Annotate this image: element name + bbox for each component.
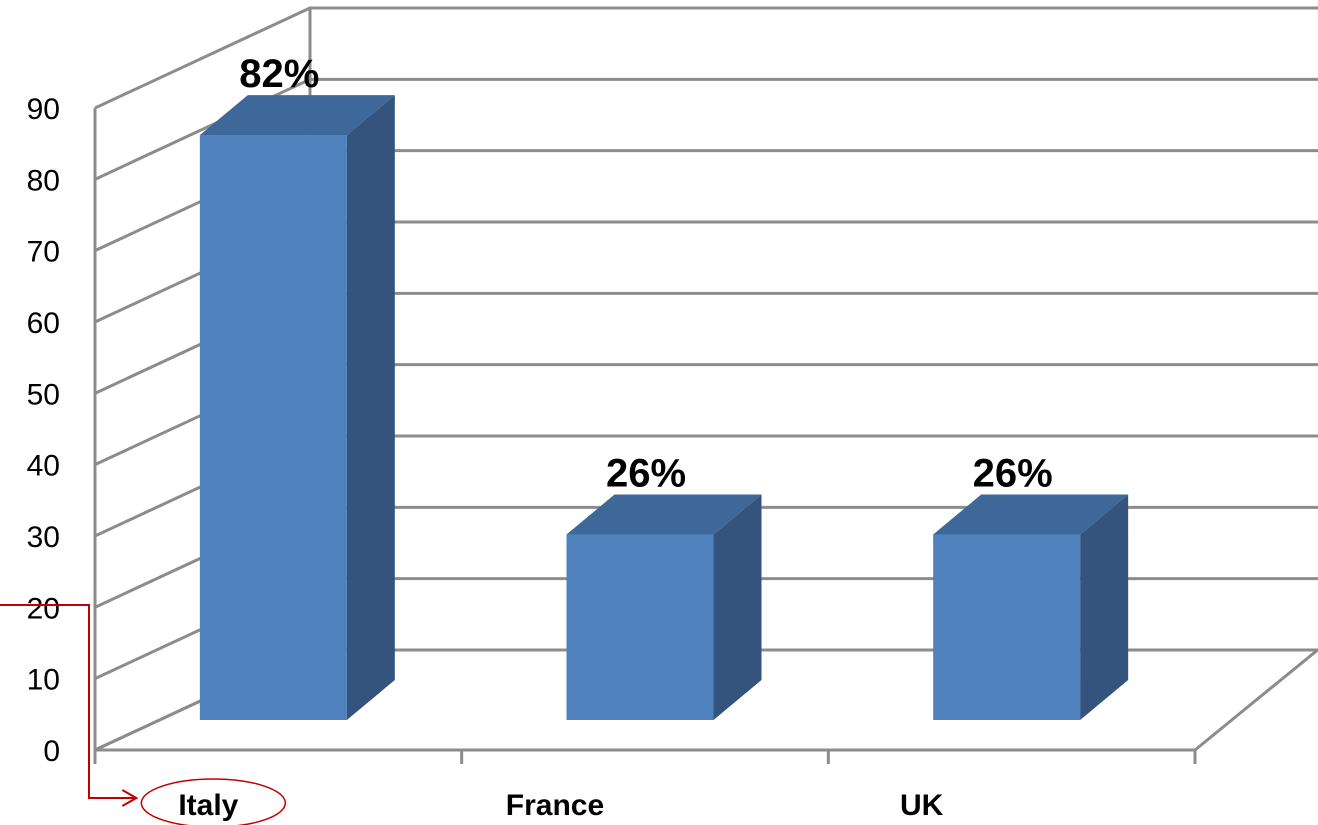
bar-france	[566, 494, 762, 720]
y-tick-label: 70	[27, 236, 60, 269]
y-tick-label: 90	[27, 93, 60, 126]
arrow-head-icon	[121, 789, 139, 807]
y-axis-ticks: 0 10 20 30 40 50 60 70 80 90	[27, 93, 60, 768]
bar-uk	[933, 494, 1129, 720]
data-labels: 82% 26% 26%	[239, 52, 1052, 495]
category-labels: Italy France UK	[178, 789, 943, 822]
bar-side-face	[346, 95, 395, 721]
bar-top-face	[566, 494, 762, 535]
bar-side-face	[713, 494, 762, 720]
data-label-france: 26%	[606, 452, 686, 496]
data-label-uk: 26%	[973, 452, 1053, 496]
y-tick-label: 0	[43, 735, 60, 768]
y-tick-label: 60	[27, 307, 60, 340]
bar-front-face	[566, 534, 714, 720]
bar-italy	[199, 95, 395, 721]
y-tick-label: 30	[27, 521, 60, 554]
category-label-uk: UK	[900, 789, 944, 822]
bars	[199, 95, 1129, 721]
bar-top-face	[933, 494, 1129, 535]
highlight-circle	[140, 778, 287, 825]
y-tick-label: 50	[27, 378, 60, 411]
category-label-italy: Italy	[178, 789, 238, 822]
annotation-arrow-line	[0, 604, 137, 799]
bar-top-face	[199, 95, 395, 136]
y-tick-label: 40	[27, 450, 60, 483]
category-label-france: France	[506, 789, 604, 822]
y-tick-label: 80	[27, 164, 60, 197]
bar-side-face	[1080, 494, 1129, 720]
y-tick-label: 10	[27, 664, 60, 697]
annotation	[0, 604, 287, 825]
bar-front-face	[933, 534, 1081, 720]
data-label-italy: 82%	[239, 52, 319, 96]
bar-front-face	[199, 135, 347, 721]
y-tick-label: 20	[27, 592, 60, 625]
